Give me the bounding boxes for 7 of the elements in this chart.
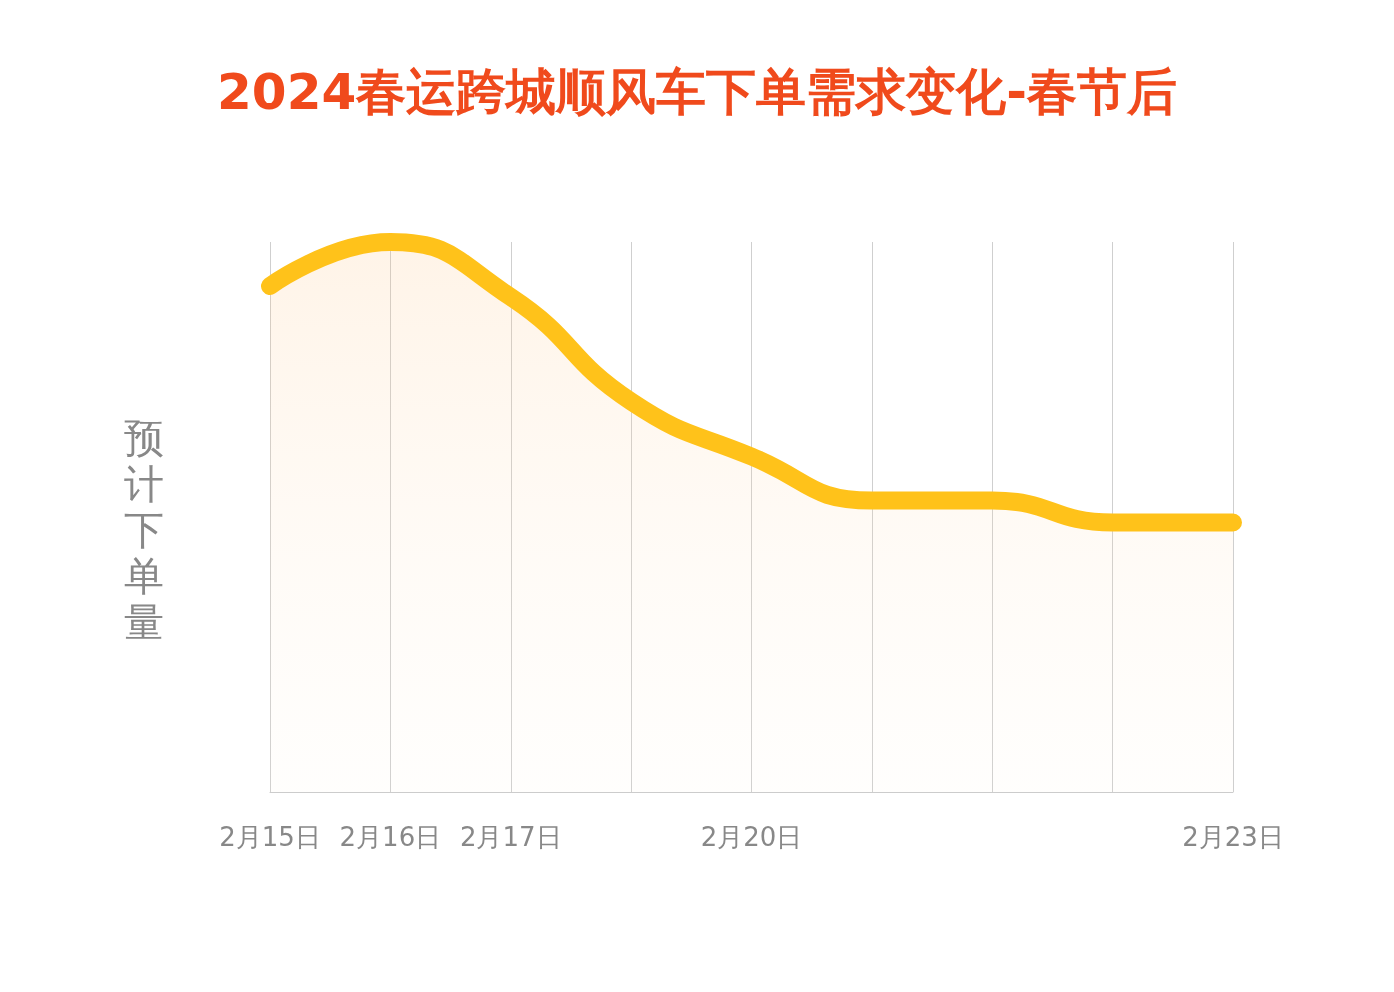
chart-title: 2024春运跨城顺风车下单需求变化-春节后 [217,63,1177,121]
x-tick-label: 2月20日 [700,822,803,852]
x-tick-label: 2月15日 [219,822,321,852]
x-tick-label: 2月23日 [1182,822,1284,852]
y-axis-title: 预计下单量 [124,415,164,645]
x-tick-label: 2月17日 [459,822,562,852]
x-tick-label: 2月16日 [339,822,442,852]
